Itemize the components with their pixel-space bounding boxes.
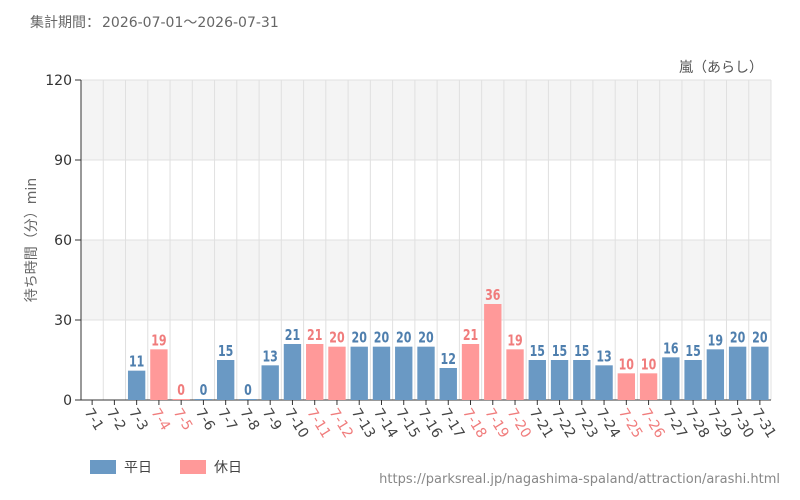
legend-swatch-weekday bbox=[90, 460, 116, 474]
bar-value-label: 0 bbox=[200, 382, 208, 399]
bar-value-label: 21 bbox=[285, 327, 300, 344]
source-url: https://parksreal.jp/nagashima-spaland/a… bbox=[379, 472, 780, 487]
bar-value-label: 21 bbox=[307, 327, 322, 344]
bar-7-10 bbox=[283, 344, 302, 400]
bar-7-21 bbox=[528, 360, 546, 400]
bar-value-label: 15 bbox=[574, 343, 589, 360]
bar-value-label: 13 bbox=[263, 348, 278, 365]
legend-item-weekday: 平日 bbox=[90, 457, 152, 477]
bar-value-label: 19 bbox=[708, 332, 723, 349]
y-tick-label: 60 bbox=[54, 233, 72, 249]
x-tick-label: 7-5 bbox=[170, 406, 196, 434]
bar-value-label: 15 bbox=[218, 343, 233, 360]
bar-7-13 bbox=[350, 346, 368, 400]
bar-7-5 bbox=[172, 399, 190, 400]
x-tick-label: 7-8 bbox=[237, 406, 263, 434]
bar-value-label: 10 bbox=[641, 356, 656, 373]
bar-7-26 bbox=[639, 373, 658, 400]
bar-value-label: 15 bbox=[552, 343, 567, 360]
x-tick-label: 7-2 bbox=[103, 406, 129, 434]
period-text: 集計期間： 2026-07-01～2026-07-31 bbox=[30, 12, 279, 32]
y-tick-label: 120 bbox=[45, 73, 72, 89]
bar-value-label: 20 bbox=[418, 330, 433, 347]
bar-7-11 bbox=[306, 344, 324, 400]
bar-7-15 bbox=[395, 346, 413, 400]
bar-7-23 bbox=[573, 360, 591, 400]
plot-band bbox=[81, 80, 771, 160]
legend: 平日 休日 bbox=[90, 457, 242, 477]
bar-value-label: 20 bbox=[374, 330, 389, 347]
bar-value-label: 11 bbox=[129, 354, 144, 371]
bar-7-27 bbox=[662, 357, 680, 400]
bar-7-24 bbox=[595, 365, 613, 400]
legend-item-holiday: 休日 bbox=[180, 457, 242, 477]
bar-value-label: 12 bbox=[441, 351, 456, 368]
x-tick-label: 7-31 bbox=[748, 406, 778, 441]
series-label: 嵐（あらし） bbox=[679, 60, 763, 76]
bar-7-18 bbox=[461, 344, 480, 400]
y-axis-title: 待ち時間（分）min bbox=[24, 178, 40, 302]
x-tick-label: 7-6 bbox=[192, 406, 218, 434]
x-tick-label: 7-1 bbox=[81, 406, 107, 434]
bar-value-label: 15 bbox=[530, 343, 545, 360]
bar-7-14 bbox=[372, 346, 391, 400]
bar-value-label: 10 bbox=[619, 356, 634, 373]
bar-7-28 bbox=[684, 360, 702, 400]
x-tick-label: 7-7 bbox=[214, 406, 240, 434]
bar-value-label: 0 bbox=[244, 382, 252, 399]
period-range: 2026-07-01～2026-07-31 bbox=[102, 15, 279, 31]
bar-7-6 bbox=[194, 399, 213, 400]
bar-7-22 bbox=[550, 360, 569, 400]
y-tick-label: 30 bbox=[54, 313, 72, 329]
bar-7-16 bbox=[417, 346, 435, 400]
bar-value-label: 20 bbox=[752, 330, 767, 347]
bar-7-20 bbox=[506, 349, 524, 400]
x-tick-label: 7-4 bbox=[148, 406, 174, 434]
legend-label-weekday: 平日 bbox=[124, 460, 152, 476]
bar-value-label: 20 bbox=[329, 330, 344, 347]
legend-swatch-holiday bbox=[180, 460, 206, 474]
bar-value-label: 19 bbox=[507, 332, 522, 349]
bar-value-label: 0 bbox=[177, 382, 185, 399]
y-tick-label: 0 bbox=[63, 393, 72, 409]
bar-7-9 bbox=[261, 365, 279, 400]
bar-7-30 bbox=[728, 346, 747, 400]
bar-7-31 bbox=[751, 346, 769, 400]
y-tick-label: 90 bbox=[54, 153, 72, 169]
bar-value-label: 19 bbox=[151, 332, 166, 349]
bar-7-29 bbox=[706, 349, 725, 400]
bar-7-19 bbox=[484, 304, 502, 400]
legend-label-holiday: 休日 bbox=[214, 460, 242, 476]
bar-7-8 bbox=[239, 399, 257, 400]
bar-value-label: 20 bbox=[396, 330, 411, 347]
bar-value-label: 13 bbox=[596, 348, 611, 365]
bar-value-label: 20 bbox=[730, 330, 745, 347]
bar-value-label: 21 bbox=[463, 327, 478, 344]
bar-7-12 bbox=[328, 346, 346, 400]
x-tick-label: 7-3 bbox=[125, 406, 151, 434]
bar-7-17 bbox=[439, 368, 457, 400]
bar-value-label: 16 bbox=[663, 340, 678, 357]
period-label: 集計期間： bbox=[30, 15, 100, 31]
bar-value-label: 20 bbox=[352, 330, 367, 347]
bar-value-label: 36 bbox=[485, 287, 500, 304]
bar-value-label: 15 bbox=[685, 343, 700, 360]
bar-7-3 bbox=[127, 370, 146, 400]
bar-7-25 bbox=[617, 373, 636, 400]
x-tick-label: 7-9 bbox=[259, 406, 285, 434]
bar-7-4 bbox=[150, 349, 168, 400]
plot-band bbox=[81, 240, 771, 320]
bar-7-7 bbox=[216, 360, 235, 400]
